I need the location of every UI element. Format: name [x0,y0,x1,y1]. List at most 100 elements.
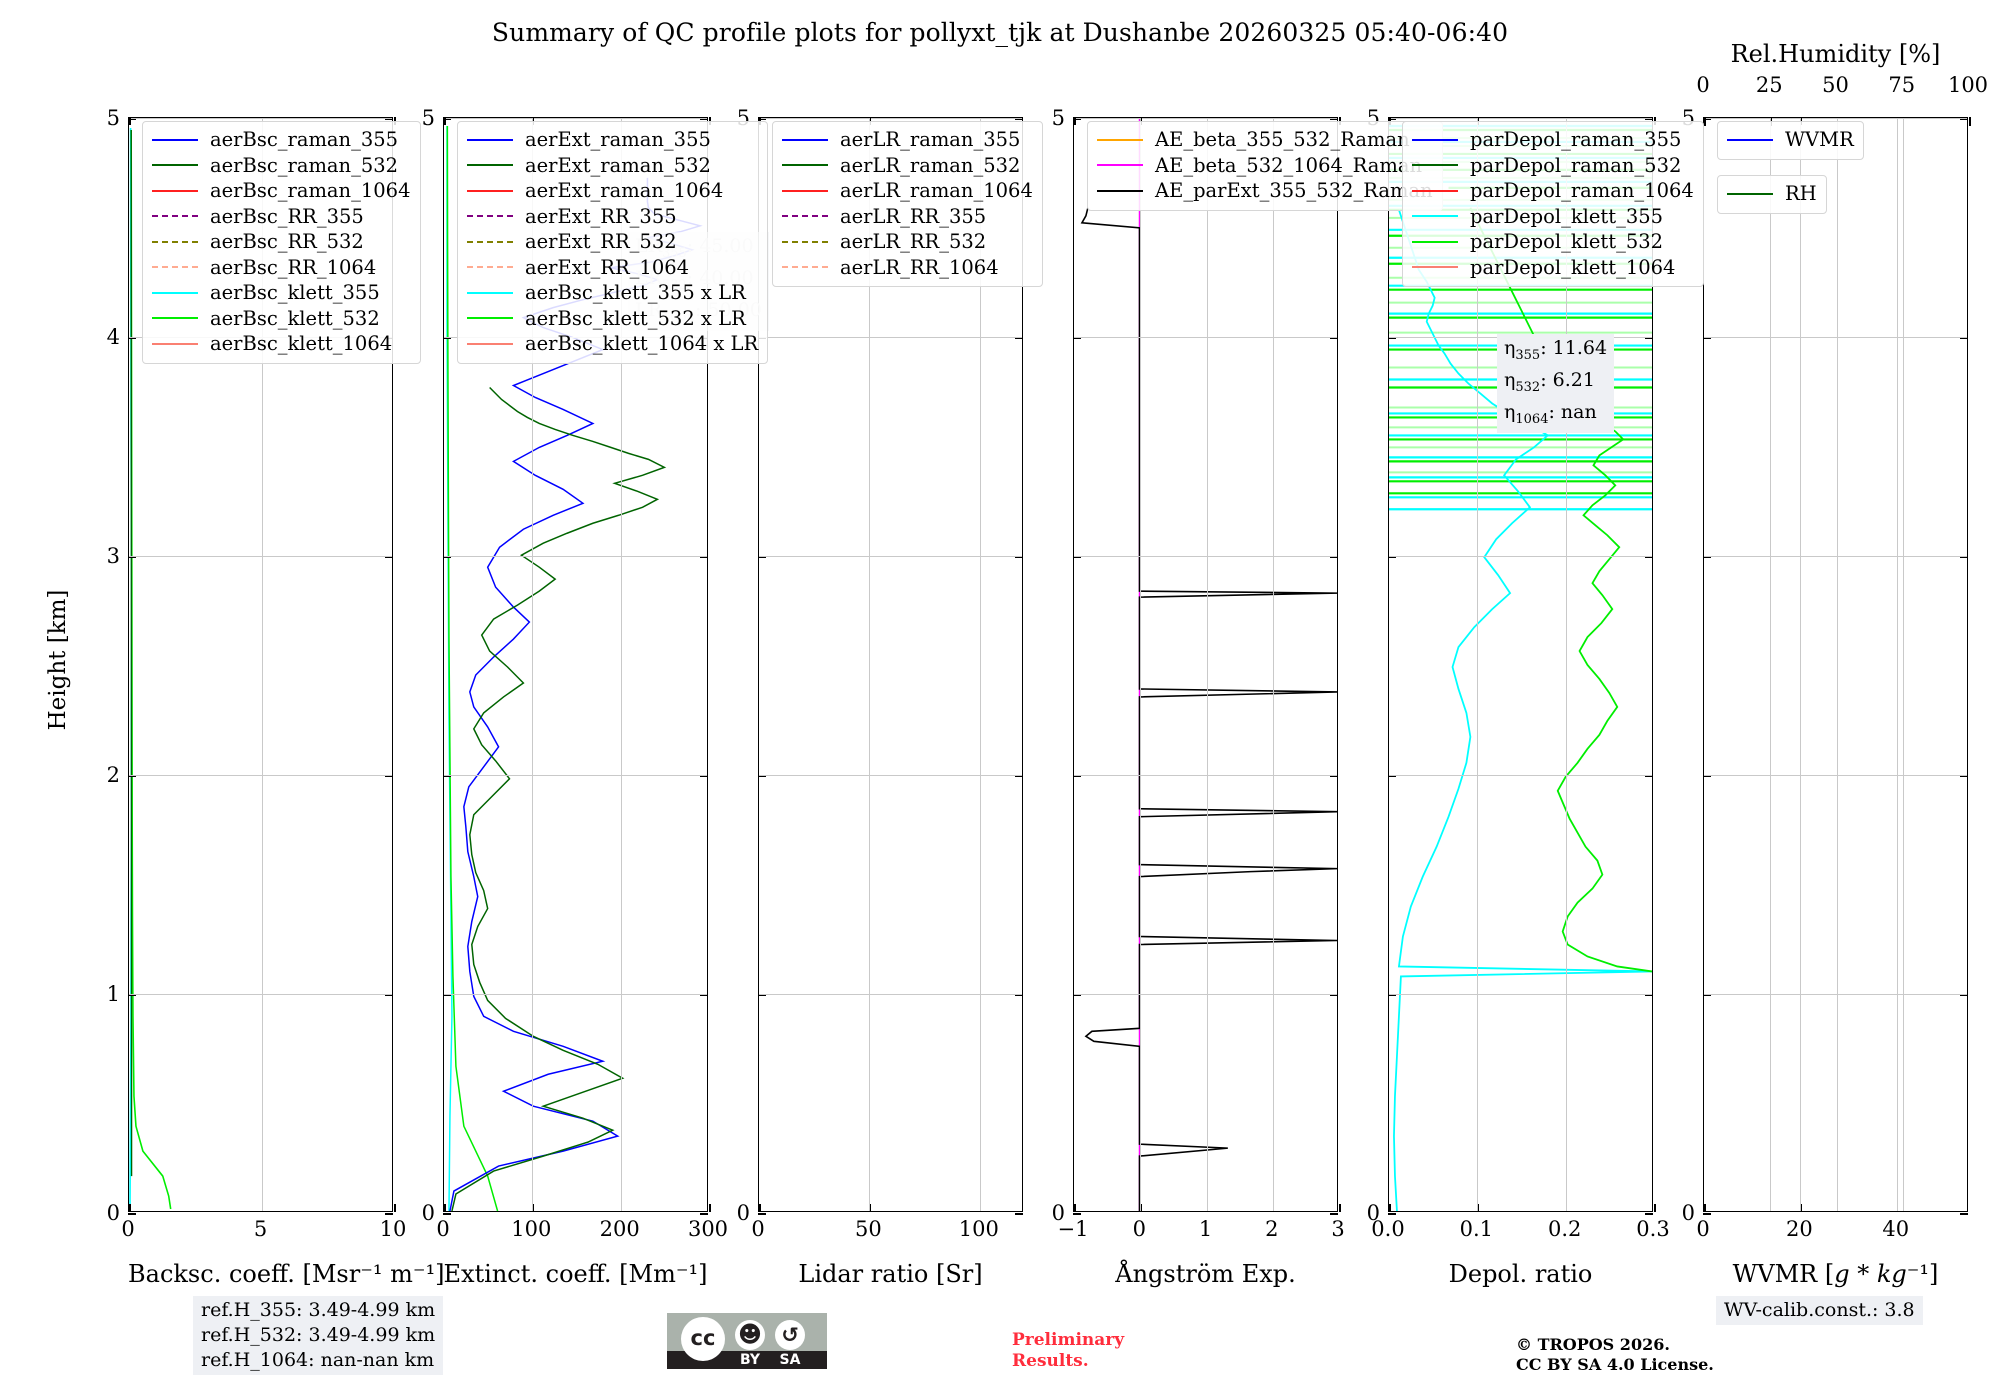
legend-backscatter[interactable]: aerBsc_raman_355 aerBsc_raman_532 aerBsc_r… [142,121,421,364]
legend-swatch-olive [152,240,198,243]
legend-swatch-cyan [467,291,513,294]
legend-item[interactable]: aerExt_raman_532 [467,153,758,179]
legend-item[interactable]: AE_beta_532_1064_Raman [1097,153,1433,179]
legend-item[interactable]: aerBsc_raman_532 [152,153,411,179]
legend-item[interactable]: aerBsc_raman_1064 [152,178,411,204]
creative-commons-badge-icon: cc ☻ ↺ BY SA [667,1313,827,1369]
y-tick-left [1073,1213,1081,1215]
rh-tick-top [1969,117,1971,126]
legend-swatch-green [1412,164,1458,167]
legend-item[interactable]: aerBsc_klett_532 x LR [467,306,758,332]
legend-item[interactable]: AE_parExt_355_532_Raman [1097,178,1433,204]
legend-angstrom[interactable]: AE_beta_355_532_Raman AE_beta_532_1064_Ra… [1087,121,1443,211]
x-tick-label: 50 [855,1217,882,1241]
legend-item[interactable]: aerBsc_raman_355 [152,127,411,153]
x-tick-top [1074,117,1076,125]
legend-item[interactable]: parDepol_raman_532 [1412,153,1694,179]
legend-item[interactable]: aerBsc_RR_355 [152,204,411,230]
rh-tick-label: 0 [1696,73,1710,97]
legend-label: aerBsc_klett_1064 x LR [525,332,759,355]
legend-swatch-cyan [152,291,198,294]
y-tick-label: 5 [106,106,120,130]
legend-swatch-brightgreen [1412,240,1458,243]
legend-label: aerLR_raman_355 [840,128,1021,151]
grid-line-vertical [1272,118,1274,1211]
legend-item[interactable]: AE_beta_355_532_Raman [1097,127,1433,153]
legend-item[interactable]: aerLR_RR_355 [782,204,1033,230]
legend-item[interactable]: aerBsc_klett_1064 x LR [467,331,758,357]
y-tick-label: 2 [106,763,120,787]
y-tick-label: 5 [421,106,435,130]
legend-item[interactable]: aerExt_raman_355 [467,127,758,153]
legend-item[interactable]: parDepol_klett_1064 [1412,255,1694,281]
legend-item[interactable]: aerLR_raman_1064 [782,178,1033,204]
legend-item[interactable]: parDepol_raman_1064 [1412,178,1694,204]
legend-swatch-salmon [152,342,198,345]
legend-item[interactable]: aerBsc_klett_532 [152,306,411,332]
eta-532-value: η532: 6.21 [1504,368,1595,395]
by-person-icon: ☻ [738,1322,762,1348]
page-title: Summary of QC profile plots for pollyxt_… [491,18,1509,47]
legend-item[interactable]: parDepol_klett_355 [1412,204,1694,230]
y-tick-left [128,1213,136,1215]
legend-label: parDepol_klett_355 [1470,204,1664,228]
legend-item[interactable]: aerExt_RR_1064 [467,255,758,281]
legend-item[interactable]: aerBsc_RR_1064 [152,255,411,281]
x-tick-label: 0.1 [1459,1217,1494,1241]
copyright-line-1: © TROPOS 2026. [1516,1335,1670,1354]
x-tick-bottom [709,1204,711,1212]
legend-label: aerBsc_raman_355 [210,128,399,151]
legend-item[interactable]: aerExt_RR_355 [467,204,758,230]
legend-label: AE_beta_355_532_Raman [1155,128,1410,151]
x-tick-label: 100 [511,1217,552,1241]
legend-item[interactable]: aerBsc_klett_355 x LR [467,280,758,306]
legend-item[interactable]: aerBsc_klett_355 [152,280,411,306]
ref-height-532: ref.H_532: 3.49-4.99 km [201,1324,436,1346]
legend-item[interactable]: parDepol_raman_355 [1412,127,1694,153]
legend-item[interactable]: aerExt_raman_1064 [467,178,758,204]
legend-swatch-green [782,164,828,167]
legend-item[interactable]: aerExt_RR_532 [467,229,758,255]
legend-item[interactable]: aerLR_RR_1064 [782,255,1033,281]
grid-line-horizontal [1704,337,1967,338]
y-tick-label: 5 [1051,106,1065,130]
legend-item[interactable]: aerLR_raman_532 [782,153,1033,179]
legend-item[interactable]: aerBsc_klett_1064 [152,331,411,357]
legend-lidar-ratio[interactable]: aerLR_raman_355 aerLR_raman_532 aerLR_rama… [772,121,1043,287]
legend-item[interactable]: WVMR [1727,127,1854,153]
legend-label: parDepol_raman_355 [1470,128,1682,151]
by-circle [735,1320,765,1350]
legend-item[interactable]: aerLR_RR_532 [782,229,1033,255]
sa-circle [775,1320,805,1350]
sa-arrow-icon: ↺ [781,1323,799,1347]
legend-label: aerExt_RR_532 [525,230,677,253]
grid-line-vertical [869,118,871,1211]
x-tick-label: 5 [253,1217,268,1241]
legend-wvmr-rh[interactable]: WVMR [1717,121,1864,160]
legend-swatch-red [152,189,198,192]
grid-line-horizontal [1389,994,1652,995]
eta-1064-value: η1064: nan [1504,400,1597,427]
plot-area-backscatter[interactable]: 0 1 2 3 4 5 [107,106,396,1225]
by-caption: BY [739,1352,761,1368]
x-tick-label: 2 [1265,1217,1279,1241]
eta-355-value: η355: 11.64 [1504,337,1608,363]
legend-swatch-cyan [1412,215,1458,218]
grid-line-horizontal [444,994,707,995]
legend-extinction[interactable]: aerExt_raman_355 aerExt_raman_532 aerExt_r… [457,121,769,364]
legend-item[interactable]: RH [1727,181,1817,207]
legend-item[interactable]: parDepol_klett_532 [1412,229,1694,255]
panel-extinction: 0 5 Extinct. coeff. [Mm⁻¹] 0 100 200 300 aerE… [422,106,769,1288]
legend-label: aerLR_raman_532 [840,153,1021,177]
legend-item[interactable]: aerLR_raman_355 [782,127,1033,153]
legend-depolarization[interactable]: parDepol_raman_355 parDepol_raman_532 parD… [1402,121,1704,287]
y-tick-left [1388,1213,1396,1215]
legend-swatch-olive [467,240,513,243]
x-tick-label: 0.0 [1371,1217,1405,1241]
legend-wvmr-rh-secondary[interactable]: RH [1717,175,1827,214]
legend-item[interactable]: aerBsc_RR_532 [152,229,411,255]
legend-swatch-green [152,164,198,167]
